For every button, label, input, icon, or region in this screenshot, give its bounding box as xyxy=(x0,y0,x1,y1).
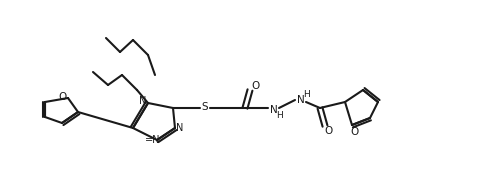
Text: O: O xyxy=(351,127,359,137)
Text: H: H xyxy=(276,111,283,120)
Text: N: N xyxy=(270,105,278,115)
Text: N: N xyxy=(297,95,305,105)
Text: S: S xyxy=(202,102,208,112)
Text: =N: =N xyxy=(145,135,161,145)
Text: N: N xyxy=(139,96,147,106)
Text: N: N xyxy=(176,123,184,133)
Text: O: O xyxy=(325,126,333,136)
Text: O: O xyxy=(251,81,259,91)
Text: H: H xyxy=(304,89,311,98)
Text: O: O xyxy=(58,92,66,102)
